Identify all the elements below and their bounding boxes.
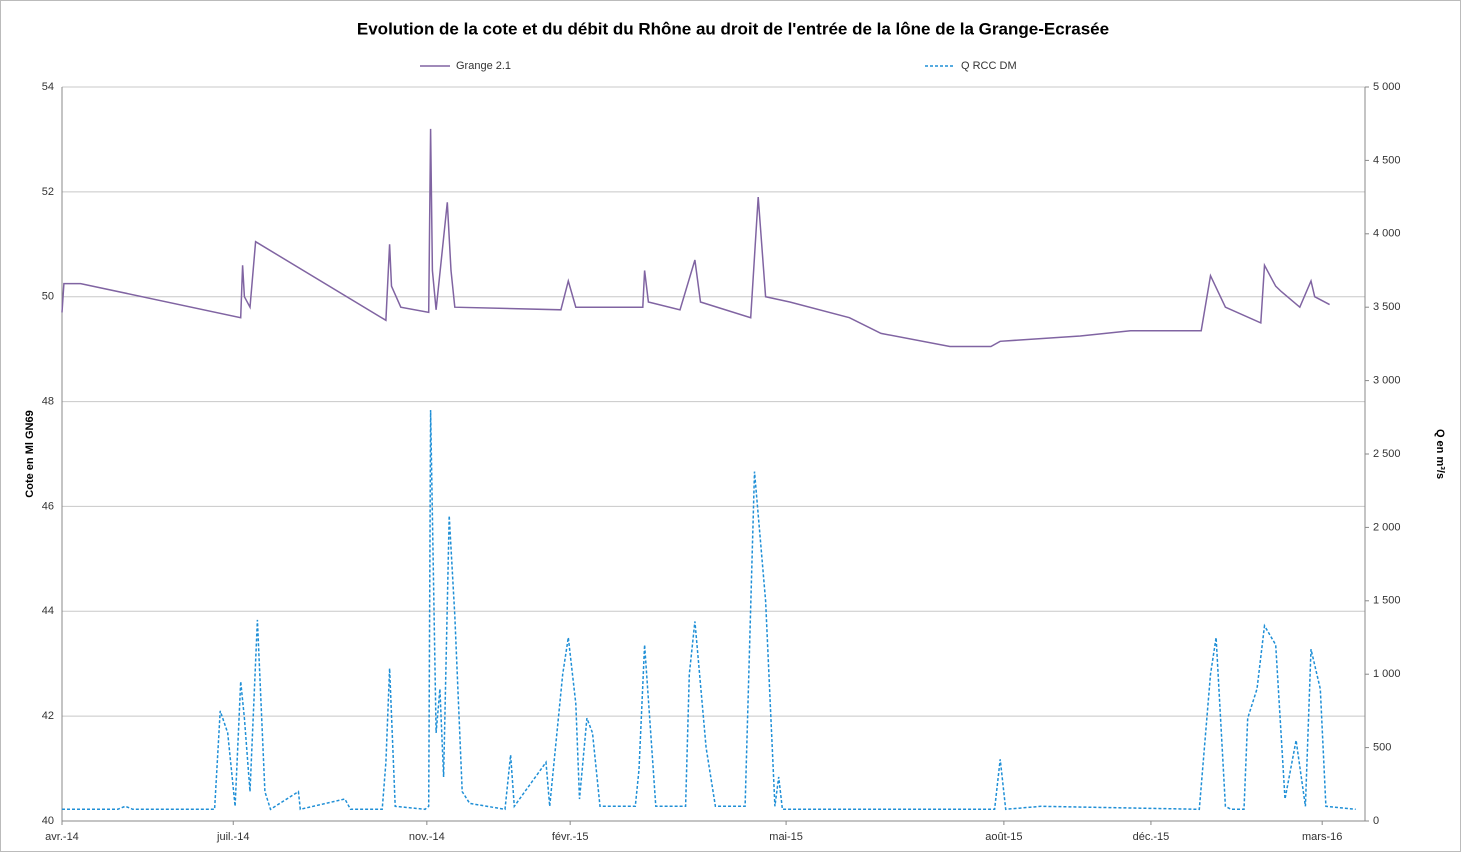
y2-tick-label: 1 000 xyxy=(1373,668,1401,680)
x-tick-label: mai-15 xyxy=(769,831,803,843)
y2-tick-label: 3 500 xyxy=(1373,301,1401,313)
y2-tick-label: 4 000 xyxy=(1373,228,1401,240)
y-tick-label: 54 xyxy=(42,81,54,93)
y-tick-label: 52 xyxy=(42,186,54,198)
y2-axis-label: Q en m³/s xyxy=(1434,429,1446,479)
y-tick-label: 48 xyxy=(42,395,54,407)
legend-label: Q RCC DM xyxy=(961,60,1017,72)
y2-tick-label: 1 500 xyxy=(1373,595,1401,607)
y-tick-label: 40 xyxy=(42,815,54,827)
series-line xyxy=(62,409,1356,811)
y-tick-label: 42 xyxy=(42,710,54,722)
y-tick-label: 46 xyxy=(42,500,54,512)
x-tick-label: déc.-15 xyxy=(1133,831,1170,843)
y2-tick-label: 0 xyxy=(1373,815,1379,827)
y2-tick-label: 2 000 xyxy=(1373,521,1401,533)
x-tick-label: juil.-14 xyxy=(216,831,249,843)
y2-tick-label: 500 xyxy=(1373,742,1391,754)
y2-tick-label: 3 000 xyxy=(1373,375,1401,387)
legend-label: Grange 2.1 xyxy=(456,60,511,72)
y-tick-label: 50 xyxy=(42,291,54,303)
chart-title: Evolution de la cote et du débit du Rhôn… xyxy=(357,19,1109,38)
x-tick-label: avr.-14 xyxy=(45,831,79,843)
y2-tick-label: 5 000 xyxy=(1373,81,1401,93)
x-tick-label: nov.-14 xyxy=(409,831,445,843)
y-axis-label: Cote en Ml GN69 xyxy=(24,410,36,497)
x-tick-label: août-15 xyxy=(985,831,1022,843)
y2-tick-label: 4 500 xyxy=(1373,154,1401,166)
x-tick-label: févr.-15 xyxy=(552,831,589,843)
y2-tick-label: 2 500 xyxy=(1373,448,1401,460)
y-tick-label: 44 xyxy=(42,605,54,617)
series-line xyxy=(61,128,1330,348)
x-tick-label: mars-16 xyxy=(1302,831,1342,843)
